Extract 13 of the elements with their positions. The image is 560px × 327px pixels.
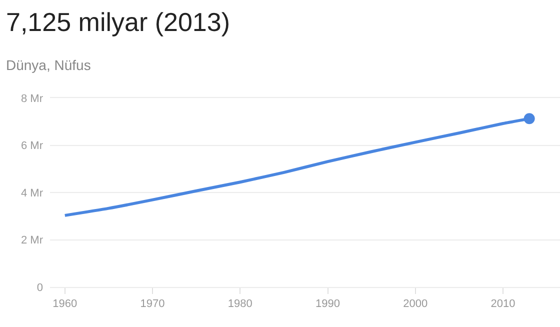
chart-subtitle: Dünya, Nüfus <box>6 57 91 73</box>
x-tick-label: 2000 <box>403 298 428 310</box>
y-tick-label: 8 Mr <box>21 92 44 105</box>
x-tick-label: 1970 <box>140 298 165 310</box>
y-tick-label: 0 <box>36 282 43 294</box>
y-tick-label: 2 Mr <box>21 234 44 247</box>
chart-title: 7,125 milyar (2013) <box>6 7 230 37</box>
x-tick-label: 2010 <box>490 298 516 310</box>
x-tick-label: 1990 <box>316 298 340 310</box>
x-tick-label: 1960 <box>52 298 78 310</box>
x-tick-label: 1980 <box>228 298 252 310</box>
y-tick-label: 4 Mr <box>21 187 44 200</box>
y-tick-label: 6 Mr <box>21 140 44 152</box>
